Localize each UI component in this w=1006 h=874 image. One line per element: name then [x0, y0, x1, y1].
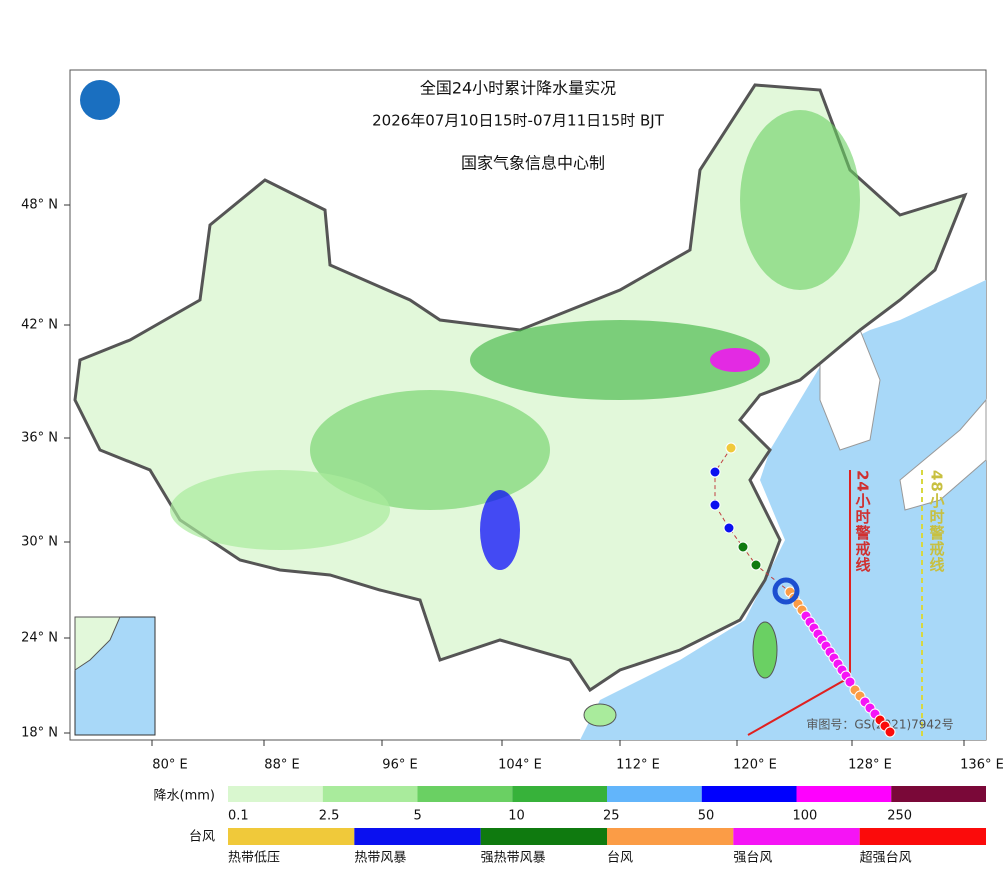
hainan	[583, 703, 617, 727]
typhoon-swatch	[859, 828, 986, 845]
precip-swatch	[512, 786, 607, 802]
track-point	[723, 522, 735, 534]
track-point	[709, 499, 721, 511]
lon-label: 96° E	[382, 758, 417, 773]
rain-area	[170, 470, 390, 550]
track-point	[884, 726, 896, 738]
precip-tick-label: 0.1	[228, 809, 249, 824]
precip-swatch	[796, 786, 892, 802]
lon-label: 136° E	[960, 758, 1004, 773]
track-point	[725, 442, 737, 454]
lon-label: 104° E	[498, 758, 542, 773]
logo	[80, 80, 120, 120]
precip-tick-label: 250	[887, 809, 912, 824]
precip-swatch	[701, 786, 797, 802]
lon-label: 128° E	[848, 758, 892, 773]
track-point	[750, 559, 762, 571]
lat-label: 30° N	[21, 535, 58, 550]
rain-area	[710, 348, 760, 372]
typhoon-label: 超强台风	[860, 851, 912, 866]
precip-tick-label: 10	[508, 809, 525, 824]
typhoon-label: 台风	[607, 851, 633, 866]
typhoon-label: 热带风暴	[354, 851, 406, 866]
lon-label: 120° E	[733, 758, 777, 773]
typhoon-label: 强热带风暴	[481, 851, 546, 866]
lon-label: 88° E	[264, 758, 299, 773]
period: 2026年07月10日15时-07月11日15时 BJT	[372, 112, 665, 130]
lat-label: 36° N	[21, 431, 58, 446]
track-point	[844, 676, 856, 688]
precip-swatch	[607, 786, 702, 802]
precip-tick-label: 50	[698, 809, 715, 824]
rain-area	[740, 110, 860, 290]
typhoon-swatch	[228, 828, 355, 845]
typhoon-label: 热带低压	[228, 851, 280, 866]
typhoon-swatch	[607, 828, 734, 845]
precip-legend-label: 降水(mm)	[154, 789, 215, 804]
typhoon-legend-label: 台风	[189, 830, 215, 845]
precip-tick-label: 2.5	[319, 809, 340, 824]
taiwan	[752, 621, 778, 679]
lat-label: 18° N	[21, 726, 58, 741]
warning-label-24h: 24小时警戒线	[854, 470, 872, 573]
warning-label-48h: 48小时警戒线	[928, 470, 946, 573]
rain-area	[470, 320, 770, 400]
lat-label: 48° N	[21, 198, 58, 213]
title: 全国24小时累计降水量实况	[420, 79, 616, 98]
precip-swatch	[417, 786, 513, 802]
precip-tick-label: 25	[603, 809, 620, 824]
maker: 国家气象信息中心制	[461, 154, 605, 173]
typhoon-swatch	[733, 828, 860, 845]
track-point	[709, 466, 721, 478]
precip-tick-label: 100	[793, 809, 818, 824]
rain-area	[310, 390, 550, 510]
typhoon-swatch	[480, 828, 607, 845]
lat-label: 42° N	[21, 318, 58, 333]
precip-swatch	[322, 786, 418, 802]
typhoon-icon	[772, 577, 800, 605]
track-point	[737, 541, 749, 553]
inset-land	[74, 616, 121, 671]
lat-label: 24° N	[21, 631, 58, 646]
typhoon-label: 强台风	[733, 851, 772, 866]
precip-swatch	[228, 786, 323, 802]
rain-area	[480, 490, 520, 570]
typhoon-swatch	[354, 828, 481, 845]
precip-swatch	[891, 786, 986, 802]
lon-label: 112° E	[616, 758, 660, 773]
sea	[580, 280, 986, 740]
precip-tick-label: 5	[414, 809, 422, 824]
lon-label: 80° E	[152, 758, 187, 773]
